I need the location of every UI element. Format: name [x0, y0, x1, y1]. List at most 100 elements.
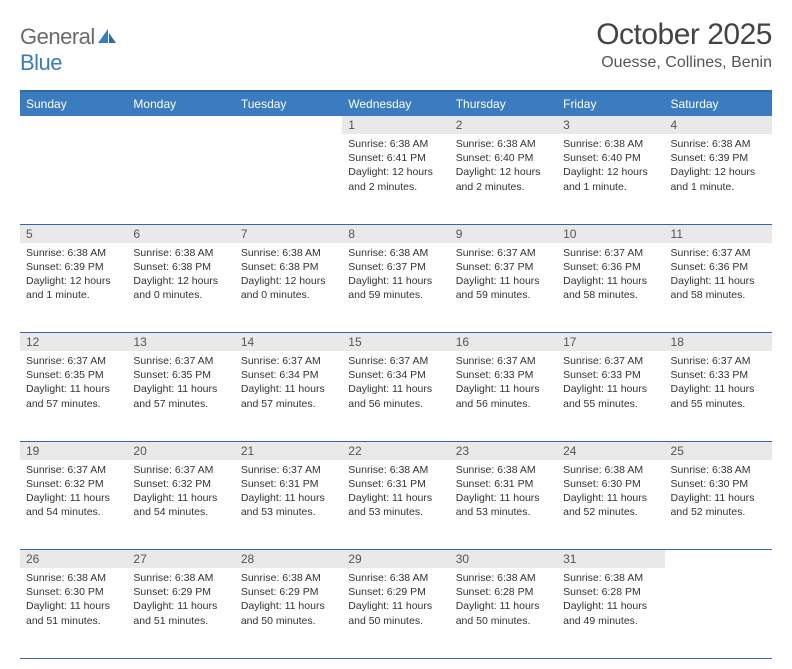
- day-body: Sunrise: 6:37 AMSunset: 6:33 PMDaylight:…: [557, 351, 664, 417]
- day-body: Sunrise: 6:38 AMSunset: 6:31 PMDaylight:…: [342, 460, 449, 526]
- sunset-line: Sunset: 6:37 PM: [456, 260, 551, 274]
- day-number: 2: [450, 116, 557, 134]
- day-body: Sunrise: 6:37 AMSunset: 6:35 PMDaylight:…: [127, 351, 234, 417]
- sunset-line: Sunset: 6:28 PM: [456, 585, 551, 599]
- sunrise-line: Sunrise: 6:38 AM: [456, 571, 551, 585]
- day-body: Sunrise: 6:38 AMSunset: 6:29 PMDaylight:…: [235, 568, 342, 634]
- day-body: Sunrise: 6:37 AMSunset: 6:33 PMDaylight:…: [665, 351, 772, 417]
- sunrise-line: Sunrise: 6:38 AM: [563, 463, 658, 477]
- daylight-line: Daylight: 11 hours and 58 minutes.: [563, 274, 658, 302]
- day-cell: Sunrise: 6:38 AMSunset: 6:31 PMDaylight:…: [450, 460, 557, 550]
- sunrise-line: Sunrise: 6:37 AM: [26, 354, 121, 368]
- sunrise-line: Sunrise: 6:38 AM: [456, 137, 551, 151]
- day-header: Thursday: [450, 91, 557, 116]
- day-number: 19: [20, 442, 127, 460]
- day-cell: [127, 134, 234, 224]
- sunrise-line: Sunrise: 6:38 AM: [133, 246, 228, 260]
- daylight-line: Daylight: 11 hours and 54 minutes.: [133, 491, 228, 519]
- sunset-line: Sunset: 6:34 PM: [348, 368, 443, 382]
- day-cell: Sunrise: 6:38 AMSunset: 6:39 PMDaylight:…: [665, 134, 772, 224]
- sunset-line: Sunset: 6:31 PM: [348, 477, 443, 491]
- daynum-cell: 8: [342, 224, 449, 243]
- sunrise-line: Sunrise: 6:38 AM: [671, 137, 766, 151]
- day-number: 20: [127, 442, 234, 460]
- logo-sail-icon: [97, 24, 117, 50]
- day-number: 23: [450, 442, 557, 460]
- daynum-cell: 10: [557, 224, 664, 243]
- sunset-line: Sunset: 6:32 PM: [26, 477, 121, 491]
- daylight-line: Daylight: 11 hours and 55 minutes.: [563, 382, 658, 410]
- sunset-line: Sunset: 6:29 PM: [133, 585, 228, 599]
- daylight-line: Daylight: 11 hours and 53 minutes.: [456, 491, 551, 519]
- sunset-line: Sunset: 6:36 PM: [671, 260, 766, 274]
- daynum-cell: 14: [235, 333, 342, 352]
- day-body: Sunrise: 6:38 AMSunset: 6:40 PMDaylight:…: [557, 134, 664, 200]
- daynum-cell: 11: [665, 224, 772, 243]
- daylight-line: Daylight: 11 hours and 50 minutes.: [348, 599, 443, 627]
- day-header-row: SundayMondayTuesdayWednesdayThursdayFrid…: [20, 91, 772, 116]
- sunset-line: Sunset: 6:30 PM: [26, 585, 121, 599]
- day-header: Monday: [127, 91, 234, 116]
- day-body: Sunrise: 6:38 AMSunset: 6:38 PMDaylight:…: [235, 243, 342, 309]
- daynum-cell: 5: [20, 224, 127, 243]
- day-number: 16: [450, 333, 557, 351]
- day-number: [127, 116, 234, 134]
- sunrise-line: Sunrise: 6:37 AM: [26, 463, 121, 477]
- sunrise-line: Sunrise: 6:37 AM: [563, 354, 658, 368]
- day-number: 5: [20, 225, 127, 243]
- day-number: 12: [20, 333, 127, 351]
- day-number: [665, 550, 772, 568]
- day-header: Sunday: [20, 91, 127, 116]
- sunrise-line: Sunrise: 6:37 AM: [456, 246, 551, 260]
- day-body: Sunrise: 6:37 AMSunset: 6:33 PMDaylight:…: [450, 351, 557, 417]
- sunrise-line: Sunrise: 6:38 AM: [348, 246, 443, 260]
- sunset-line: Sunset: 6:35 PM: [26, 368, 121, 382]
- daynum-cell: 28: [235, 550, 342, 569]
- daynum-cell: 3: [557, 116, 664, 134]
- daynum-cell: 25: [665, 441, 772, 460]
- day-number: 6: [127, 225, 234, 243]
- day-body: Sunrise: 6:37 AMSunset: 6:34 PMDaylight:…: [342, 351, 449, 417]
- calendar-head: SundayMondayTuesdayWednesdayThursdayFrid…: [20, 91, 772, 116]
- daylight-line: Daylight: 11 hours and 51 minutes.: [26, 599, 121, 627]
- sunrise-line: Sunrise: 6:37 AM: [241, 463, 336, 477]
- week-content-row: Sunrise: 6:37 AMSunset: 6:35 PMDaylight:…: [20, 351, 772, 441]
- sunset-line: Sunset: 6:38 PM: [133, 260, 228, 274]
- sunrise-line: Sunrise: 6:38 AM: [241, 571, 336, 585]
- sunrise-line: Sunrise: 6:38 AM: [241, 246, 336, 260]
- day-cell: Sunrise: 6:37 AMSunset: 6:33 PMDaylight:…: [557, 351, 664, 441]
- daynum-cell: 18: [665, 333, 772, 352]
- logo-text: General Blue: [20, 24, 117, 76]
- day-cell: [235, 134, 342, 224]
- day-number: 30: [450, 550, 557, 568]
- daylight-line: Daylight: 11 hours and 56 minutes.: [348, 382, 443, 410]
- daylight-line: Daylight: 11 hours and 57 minutes.: [26, 382, 121, 410]
- day-body: Sunrise: 6:38 AMSunset: 6:37 PMDaylight:…: [342, 243, 449, 309]
- day-cell: Sunrise: 6:38 AMSunset: 6:41 PMDaylight:…: [342, 134, 449, 224]
- day-number: 7: [235, 225, 342, 243]
- week-daynum-row: 12131415161718: [20, 333, 772, 352]
- day-cell: Sunrise: 6:38 AMSunset: 6:38 PMDaylight:…: [235, 243, 342, 333]
- day-number: [20, 116, 127, 134]
- week-daynum-row: 1234: [20, 116, 772, 134]
- day-body: Sunrise: 6:38 AMSunset: 6:39 PMDaylight:…: [20, 243, 127, 309]
- sunset-line: Sunset: 6:33 PM: [671, 368, 766, 382]
- daynum-cell: 24: [557, 441, 664, 460]
- sunset-line: Sunset: 6:40 PM: [563, 151, 658, 165]
- day-number: 3: [557, 116, 664, 134]
- logo-part2: Blue: [20, 50, 62, 75]
- day-header: Wednesday: [342, 91, 449, 116]
- daylight-line: Daylight: 11 hours and 53 minutes.: [241, 491, 336, 519]
- day-cell: Sunrise: 6:38 AMSunset: 6:37 PMDaylight:…: [342, 243, 449, 333]
- week-daynum-row: 262728293031: [20, 550, 772, 569]
- day-number: 21: [235, 442, 342, 460]
- sunset-line: Sunset: 6:30 PM: [671, 477, 766, 491]
- day-number: 9: [450, 225, 557, 243]
- page-title: October 2025: [596, 18, 772, 52]
- day-cell: Sunrise: 6:38 AMSunset: 6:31 PMDaylight:…: [342, 460, 449, 550]
- daylight-line: Daylight: 11 hours and 59 minutes.: [456, 274, 551, 302]
- sunrise-line: Sunrise: 6:38 AM: [671, 463, 766, 477]
- sunset-line: Sunset: 6:36 PM: [563, 260, 658, 274]
- sunset-line: Sunset: 6:28 PM: [563, 585, 658, 599]
- sunrise-line: Sunrise: 6:37 AM: [456, 354, 551, 368]
